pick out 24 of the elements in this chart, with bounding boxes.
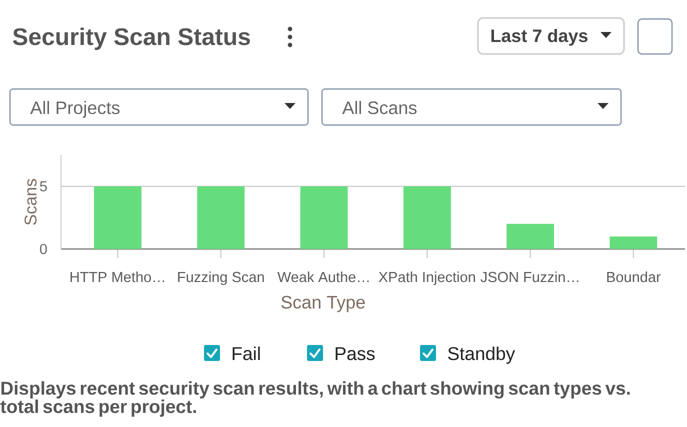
x-tick-label: HTTP Metho… bbox=[70, 272, 164, 282]
text: Last 7 days bbox=[491, 28, 588, 46]
bar bbox=[94, 186, 142, 249]
text: All Scans bbox=[342, 100, 417, 114]
x-tick-label: JSON Fuzzin… bbox=[480, 272, 578, 282]
chart-title: Security Scan Status bbox=[12, 28, 250, 50]
y-tick-label: 5 bbox=[40, 181, 47, 192]
x-axis-title: Scan Type bbox=[281, 296, 365, 312]
text: Pass bbox=[336, 347, 375, 360]
text: Fail bbox=[232, 346, 260, 360]
x-tick-label: XPath Injection bbox=[378, 272, 475, 286]
text: Displays recent security scan results, with a chart showing scan types vs. total scans per project. bbox=[0, 381, 630, 417]
text: All Projects bbox=[30, 100, 120, 118]
text: Standby bbox=[448, 346, 516, 364]
x-tick-label: Fuzzing Scan bbox=[178, 272, 264, 286]
bar bbox=[610, 236, 658, 249]
bar bbox=[300, 186, 348, 249]
bar bbox=[403, 186, 451, 249]
bar bbox=[197, 186, 245, 249]
y-tick-label: 0 bbox=[40, 244, 47, 254]
x-tick-label: Weak Authe… bbox=[277, 272, 369, 282]
x-tick-label: Boundar bbox=[607, 272, 661, 282]
bar bbox=[506, 224, 554, 249]
y-axis-title: Scans bbox=[24, 178, 37, 225]
